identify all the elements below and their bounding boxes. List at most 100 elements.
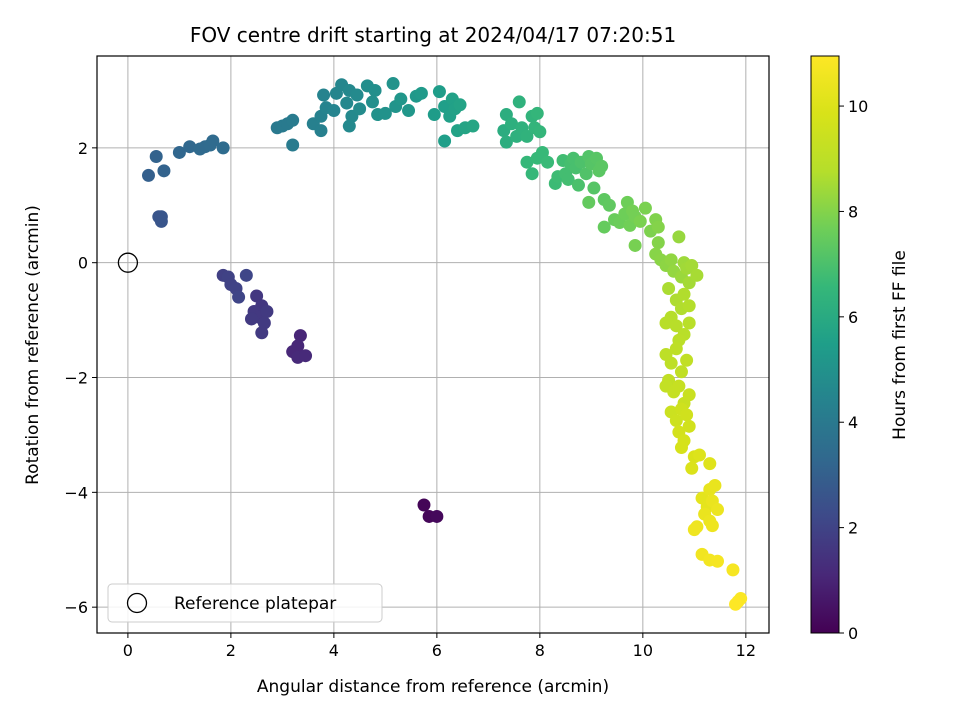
y-tick-label: 2 (78, 139, 88, 158)
data-point (438, 134, 452, 148)
legend-label: Reference platepar (174, 594, 336, 614)
data-point (365, 95, 379, 109)
plot-area-frame (96, 55, 770, 634)
data-point (638, 201, 652, 215)
data-point (141, 168, 155, 182)
data-point (340, 96, 354, 110)
colorbar-tick-label: 6 (848, 308, 858, 327)
data-point (417, 498, 431, 512)
data-point (299, 349, 313, 363)
data-point (672, 379, 686, 393)
colorbar-tick-label: 2 (848, 519, 858, 538)
data-point (628, 238, 642, 252)
data-point (692, 448, 706, 462)
data-point (327, 104, 341, 118)
colorbar-tick-label: 0 (848, 624, 858, 643)
data-point (250, 289, 264, 303)
data-point (682, 316, 696, 330)
data-point (674, 441, 688, 455)
colorbar-tick-label: 10 (848, 97, 868, 116)
data-point (157, 164, 171, 178)
y-tick-label: −4 (64, 483, 88, 502)
data-point (286, 113, 300, 127)
legend-reference-marker (126, 592, 148, 614)
data-point (183, 140, 197, 154)
data-point (206, 134, 220, 148)
data-point (505, 117, 519, 131)
data-point (386, 77, 400, 91)
data-point (729, 597, 743, 611)
data-point (726, 563, 740, 577)
data-point (257, 316, 271, 330)
data-point (571, 178, 585, 192)
y-axis-ticks: −6 −4 −2 0 2 (64, 139, 97, 617)
x-tick-label: 4 (329, 641, 339, 660)
data-point (350, 88, 364, 102)
x-tick-label: 2 (226, 641, 236, 660)
data-point (154, 210, 168, 224)
legend: Reference platepar (107, 583, 383, 623)
legend-box (107, 583, 383, 623)
data-point (427, 108, 441, 122)
data-point (685, 259, 699, 273)
x-tick-label: 12 (736, 641, 756, 660)
data-point (682, 299, 696, 313)
data-point (651, 236, 665, 250)
data-point (669, 414, 683, 428)
data-point (512, 95, 526, 109)
data-point (466, 119, 480, 133)
reference-platepar-point (117, 252, 139, 273)
data-point (314, 124, 328, 138)
colorbar-tick-label: 8 (848, 202, 858, 221)
data-point (260, 304, 274, 318)
data-point (711, 554, 725, 568)
data-point (633, 214, 647, 228)
data-point (535, 145, 549, 159)
colorbar-label: Hours from first FF file (890, 250, 910, 440)
data-point (149, 149, 163, 163)
data-point (672, 230, 686, 244)
data-point (659, 316, 673, 330)
y-tick-label: −6 (64, 598, 88, 617)
data-point (680, 353, 694, 367)
data-point (342, 119, 356, 133)
y-tick-label: 0 (78, 254, 88, 273)
data-point (232, 290, 246, 304)
data-point (680, 408, 694, 422)
data-point (368, 83, 382, 97)
data-point (414, 86, 428, 100)
data-point (708, 478, 722, 492)
data-point (244, 312, 258, 326)
data-point (541, 155, 555, 169)
data-point (317, 88, 331, 102)
x-tick-label: 0 (123, 641, 133, 660)
data-points (141, 77, 748, 611)
data-point (705, 519, 719, 533)
data-point (664, 356, 678, 370)
data-point (602, 198, 616, 212)
data-point (597, 220, 611, 234)
data-point (677, 287, 691, 301)
data-point (255, 326, 269, 340)
data-point (674, 365, 688, 379)
data-point (579, 167, 593, 181)
data-point (172, 145, 186, 159)
data-point (687, 523, 701, 537)
data-point (662, 282, 676, 296)
data-point (711, 503, 725, 517)
y-axis-label: Rotation from reference (arcmin) (23, 205, 43, 485)
data-point (682, 388, 696, 402)
data-point (561, 172, 575, 186)
data-point (533, 125, 547, 139)
data-point (432, 85, 446, 99)
x-axis-ticks: 0 2 4 6 8 10 12 (123, 633, 756, 660)
colorbar-ticks: 0 2 4 6 8 10 (839, 97, 868, 643)
data-point (520, 129, 534, 143)
x-tick-label: 6 (432, 641, 442, 660)
data-point (520, 155, 534, 169)
data-point (651, 220, 665, 234)
data-point (582, 195, 596, 209)
data-point (682, 419, 696, 433)
x-axis-label: Angular distance from reference (arcmin) (257, 677, 609, 697)
